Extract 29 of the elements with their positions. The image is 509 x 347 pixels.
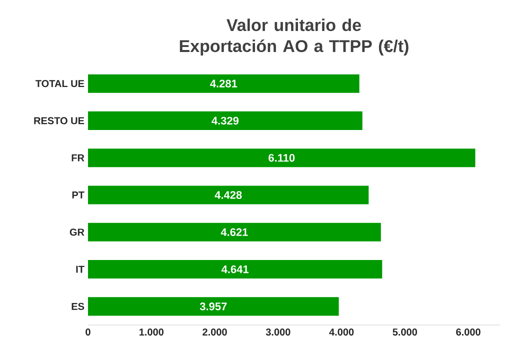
y-tick-label: TOTAL UE: [36, 80, 84, 88]
bar: [88, 74, 360, 93]
data-label: 6.110: [268, 154, 295, 162]
y-tick-label: FR: [72, 154, 84, 162]
x-tick-label: 3.000: [266, 328, 290, 336]
bar: [88, 260, 382, 279]
chart-title: Valor unitario de Exportación AO a TTPP (€/t): [180, 18, 408, 56]
data-label: 3.957: [200, 302, 227, 310]
bar: [88, 186, 369, 204]
x-tick-label: 6.000: [456, 328, 480, 336]
bar: [88, 111, 362, 130]
y-tick-label: GR: [70, 228, 84, 236]
data-label: 4.641: [221, 265, 249, 274]
y-tick-label: PT: [72, 192, 84, 198]
bar: [88, 297, 339, 316]
data-label: 4.621: [220, 228, 248, 236]
y-tick-label: IT: [76, 266, 84, 273]
bar: [88, 148, 476, 168]
x-tick-label: 1.000: [140, 328, 164, 336]
data-label: 4.281: [210, 80, 238, 88]
x-tick-label: 5.000: [392, 328, 418, 336]
bar: [88, 222, 381, 242]
data-label: 4.329: [212, 116, 239, 125]
data-label: 4.428: [214, 191, 242, 199]
y-tick-label: RESTO UE: [34, 117, 84, 124]
x-tick-label: 0: [86, 328, 90, 336]
y-tick-label: ES: [72, 302, 84, 310]
x-tick-label: 4.000: [329, 328, 354, 336]
x-tick-label: 2.000: [202, 328, 227, 336]
